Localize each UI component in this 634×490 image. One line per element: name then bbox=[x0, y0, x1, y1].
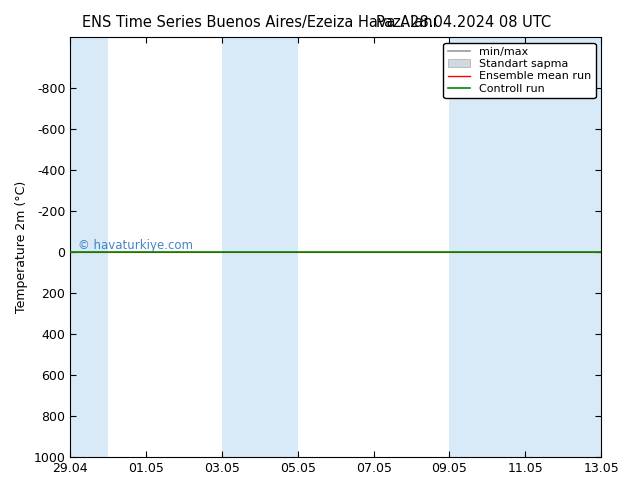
Text: ENS Time Series Buenos Aires/Ezeiza Hava Alanı: ENS Time Series Buenos Aires/Ezeiza Hava… bbox=[82, 15, 437, 30]
Y-axis label: Temperature 2m (°C): Temperature 2m (°C) bbox=[15, 181, 28, 313]
Text: © havaturkiye.com: © havaturkiye.com bbox=[78, 239, 193, 252]
Bar bbox=[222, 37, 298, 457]
Bar bbox=[450, 37, 601, 457]
Legend: min/max, Standart sapma, Ensemble mean run, Controll run: min/max, Standart sapma, Ensemble mean r… bbox=[443, 43, 595, 98]
Text: Paz. 28.04.2024 08 UTC: Paz. 28.04.2024 08 UTC bbox=[377, 15, 552, 30]
Bar bbox=[70, 37, 108, 457]
